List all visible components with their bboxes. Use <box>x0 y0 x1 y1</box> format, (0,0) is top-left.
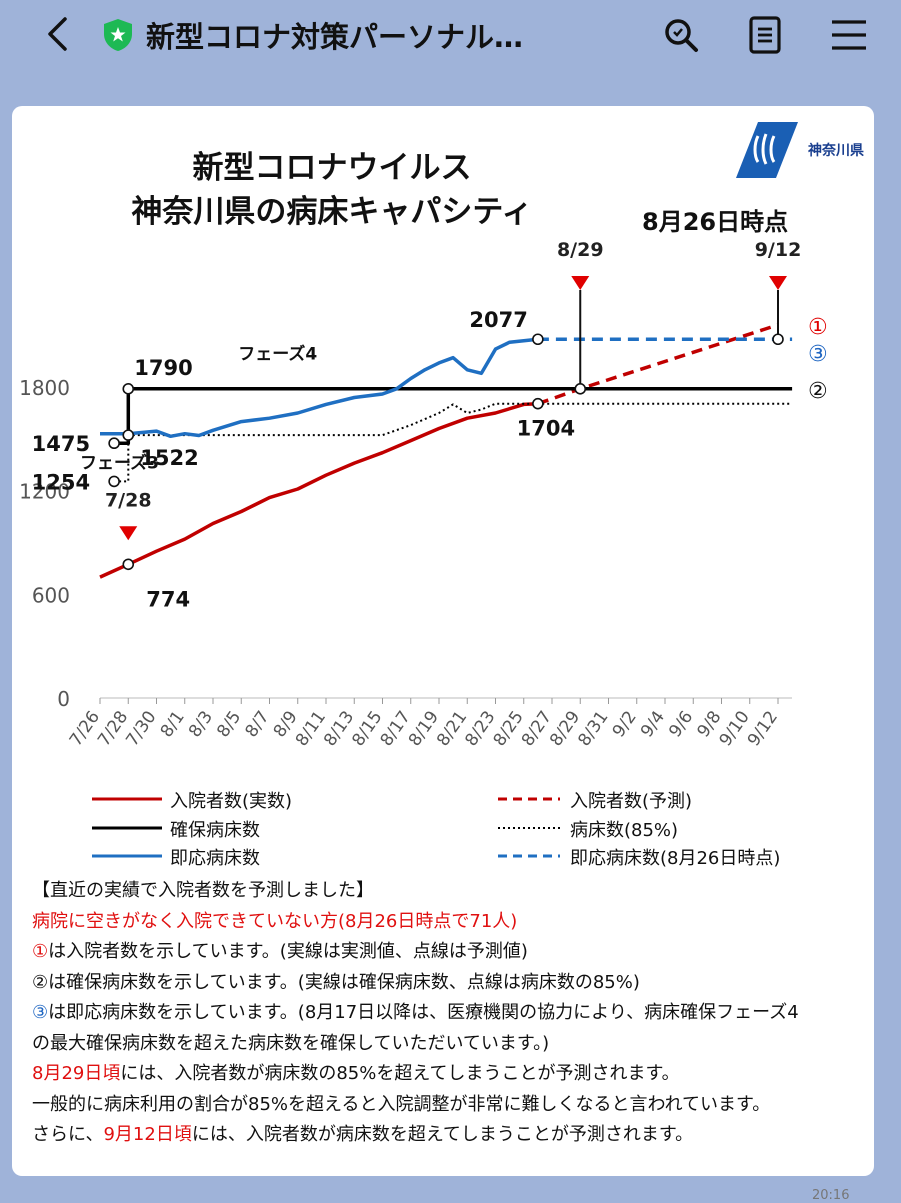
message-time: 20:16 <box>812 1188 850 1203</box>
y-tick-label: 600 <box>32 583 70 607</box>
marker-triangle <box>571 276 590 290</box>
marker-triangle <box>769 276 787 290</box>
bed-capacity-chart: 0600120018007/267/287/308/18/38/58/78/98… <box>19 239 828 750</box>
x-tick-label: 7/26 <box>66 707 104 750</box>
data-point-marker <box>108 475 120 488</box>
notes-heading: 【直近の実績で入院者数を予測しました】 <box>32 880 374 901</box>
series-tag-ready: ③ <box>808 342 828 367</box>
data-point-marker <box>574 383 587 395</box>
x-tick-label: 8/23 <box>461 707 499 750</box>
chart-title-line2: 神奈川県の病床キャパシティ <box>131 194 533 230</box>
data-point-marker <box>772 333 784 346</box>
data-point-marker <box>122 558 135 571</box>
chevron-left-icon[interactable] <box>38 14 78 54</box>
marker-triangle <box>119 526 138 541</box>
data-point-marker <box>108 437 120 450</box>
kanagawa-logo-icon <box>736 122 798 178</box>
legend-swatches <box>92 797 560 858</box>
marker-label: 8/29 <box>557 239 604 261</box>
logo-label: 神奈川県 <box>808 143 864 159</box>
chart-title-line1: 新型コロナウイルス <box>192 150 472 186</box>
y-tick-label: 1200 <box>19 480 70 504</box>
x-tick-label: 8/5 <box>213 707 245 741</box>
x-tick-label: 9/12 <box>744 707 782 750</box>
series-tag-secured: ② <box>808 379 828 404</box>
data-label: 1475 <box>32 432 90 456</box>
notes-line-85: 一般的に病床利用の割合が85%を超えると入院調整が非常に難しくなると言われていま… <box>32 1093 771 1115</box>
marker-label: 9/12 <box>755 239 802 261</box>
data-point-marker <box>532 333 544 346</box>
data-label: 2077 <box>469 308 527 332</box>
series-line <box>100 337 539 439</box>
x-tick-label: 8/13 <box>320 707 358 750</box>
x-tick-label: 8/25 <box>490 707 528 750</box>
series-tag-actual: ① <box>808 315 828 340</box>
legend-beds85: 病床数(85%) <box>570 820 679 841</box>
legend-ready: 即応病床数 <box>170 848 260 869</box>
data-label: 774 <box>146 587 190 611</box>
data-label: 1522 <box>140 446 198 470</box>
x-tick-label: 8/15 <box>348 707 386 750</box>
chart-notes: 【直近の実績で入院者数を予測しました】 病院に空きがなく入院できていない方(8月… <box>32 876 872 1151</box>
legend-actual: 入院者数(実数) <box>170 791 293 812</box>
x-tick-label: 9/10 <box>716 707 754 750</box>
image-message[interactable]: 新型コロナウイルス 神奈川県の病床キャパシティ 神奈川県 8月26日時点 0 60… <box>12 106 874 1176</box>
notes-waiting: 病院に空きがなく入院できていない方(8月26日時点で71人) <box>32 910 518 932</box>
legend-secured: 確保病床数 <box>170 820 260 841</box>
y-tick-label: 1800 <box>19 376 70 400</box>
data-point-marker <box>122 383 135 395</box>
series-line <box>114 387 793 445</box>
document-icon[interactable] <box>744 14 786 56</box>
x-tick-label: 9/2 <box>609 707 641 741</box>
data-point-marker <box>122 429 135 441</box>
legend-forecast: 入院者数(予測) <box>570 791 693 812</box>
data-label: 1254 <box>32 470 90 494</box>
marker-label: 7/28 <box>105 489 152 511</box>
notes-mark-1: ① <box>32 941 49 962</box>
series-line <box>537 323 779 406</box>
y-tick-label: 0 <box>57 687 70 711</box>
series-line <box>99 401 538 579</box>
data-label: フェーズ3 <box>80 452 159 473</box>
series-line <box>114 402 793 483</box>
green-shield-star-icon <box>104 19 132 51</box>
legend-ready-asof: 即応病床数(8月26日時点) <box>570 848 781 869</box>
x-tick-label: 8/19 <box>405 707 443 750</box>
data-label: 1790 <box>134 356 192 380</box>
x-tick-label: 8/17 <box>377 707 415 750</box>
x-tick-label: 8/3 <box>185 707 217 741</box>
search-icon[interactable] <box>660 14 702 56</box>
x-tick-label: 7/30 <box>122 707 160 750</box>
notes-line-912: さらに、9月12日頃には、入院者数が病床数を超えてしまうことが予測されます。 <box>32 1124 694 1145</box>
x-tick-label: 8/31 <box>574 707 612 750</box>
x-tick-label: 8/11 <box>292 707 330 750</box>
data-point-marker <box>532 397 544 410</box>
notes-line-829: 8月29日頃には、入院者数が病床数の85%を超えてしまうことが予測されます。 <box>32 1063 680 1084</box>
data-label: 1704 <box>517 417 575 441</box>
x-tick-label: 8/27 <box>518 707 556 750</box>
chat-title: 新型コロナ対策パーソナル… <box>146 20 524 54</box>
x-tick-label: 8/1 <box>157 707 189 741</box>
notes-mark-3: ③ <box>32 1002 49 1023</box>
x-tick-label: 9/6 <box>665 707 697 741</box>
notes-line-2: ②は確保病床数を示しています。(実線は確保病床数、点線は病床数の85%) <box>32 971 640 993</box>
data-label: フェーズ4 <box>238 343 317 364</box>
x-tick-label: 8/7 <box>242 707 274 741</box>
x-tick-label: 9/4 <box>637 707 669 741</box>
as-of-label: 8月26日時点 <box>642 208 789 236</box>
notes-line-3: ③は即応病床数を示しています。(8月17日以降は、医療機関の協力により、病床確保… <box>32 1002 799 1023</box>
notes-line-3b: の最大確保病床数を超えた病床数を確保していただいています。) <box>32 1032 550 1054</box>
x-tick-label: 7/28 <box>94 707 132 750</box>
x-tick-label: 8/21 <box>433 707 471 750</box>
hamburger-icon[interactable] <box>828 14 870 56</box>
x-tick-label: 8/29 <box>546 707 584 750</box>
top-bar: 新型コロナ対策パーソナル… <box>0 0 901 70</box>
notes-line-1: ①は入院者数を示しています。(実線は実測値、点線は予測値) <box>32 941 528 962</box>
